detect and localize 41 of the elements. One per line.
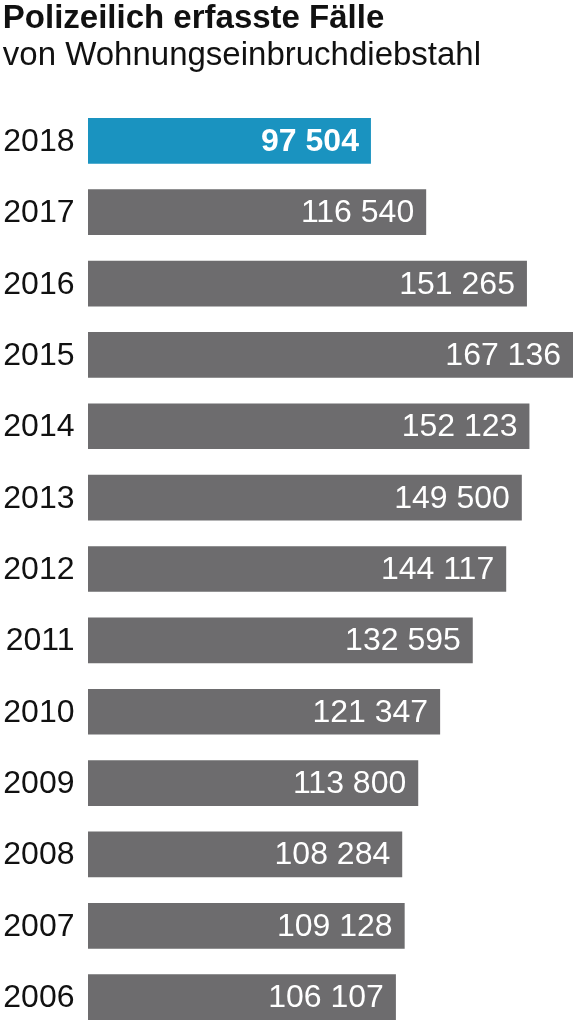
bar (88, 403, 530, 450)
data-label: 106 107 (268, 978, 384, 1015)
data-label: 108 284 (274, 835, 391, 872)
bar (88, 332, 573, 378)
data-label: 149 500 (394, 478, 510, 515)
chart-subtitle: von Wohnungseinbruchdiebstahl (2, 35, 482, 72)
y-tick-label: 2007 (3, 906, 75, 943)
data-label: 132 595 (345, 621, 461, 658)
y-tick-label: 2008 (3, 835, 75, 872)
data-label: 121 347 (312, 692, 429, 729)
data-label: 152 123 (401, 407, 518, 444)
data-label: 151 265 (399, 264, 515, 301)
bar (88, 902, 405, 949)
y-tick-label: 2013 (3, 478, 75, 515)
y-tick-label: 2017 (3, 193, 75, 230)
bar (88, 189, 427, 236)
chart-title: Polizeilich erfasste Fälle (2, 0, 385, 35)
data-label: 113 800 (292, 764, 407, 801)
data-label: 97 504 (261, 121, 360, 158)
y-tick-label: 2014 (3, 407, 75, 444)
y-tick-label: 2016 (3, 264, 75, 301)
y-tick-label: 2012 (3, 550, 75, 586)
bar (88, 617, 473, 664)
y-tick-label: 2009 (3, 764, 75, 801)
data-label: 167 136 (445, 335, 561, 372)
data-label: 144 117 (380, 550, 495, 586)
bar (88, 118, 371, 164)
bar (88, 688, 441, 735)
bar (88, 974, 396, 1020)
bar (88, 474, 522, 521)
data-label: 116 540 (300, 193, 415, 230)
y-tick-label: 2010 (3, 692, 75, 729)
bar (88, 760, 419, 806)
data-label: 109 128 (277, 906, 393, 943)
y-tick-label: 2015 (3, 335, 75, 372)
y-tick-label: 2006 (3, 978, 75, 1015)
bar (88, 546, 507, 592)
y-tick-label: 2018 (3, 121, 75, 158)
bar (88, 831, 403, 878)
bar (88, 260, 527, 307)
y-tick-label: 2011 (5, 621, 75, 658)
